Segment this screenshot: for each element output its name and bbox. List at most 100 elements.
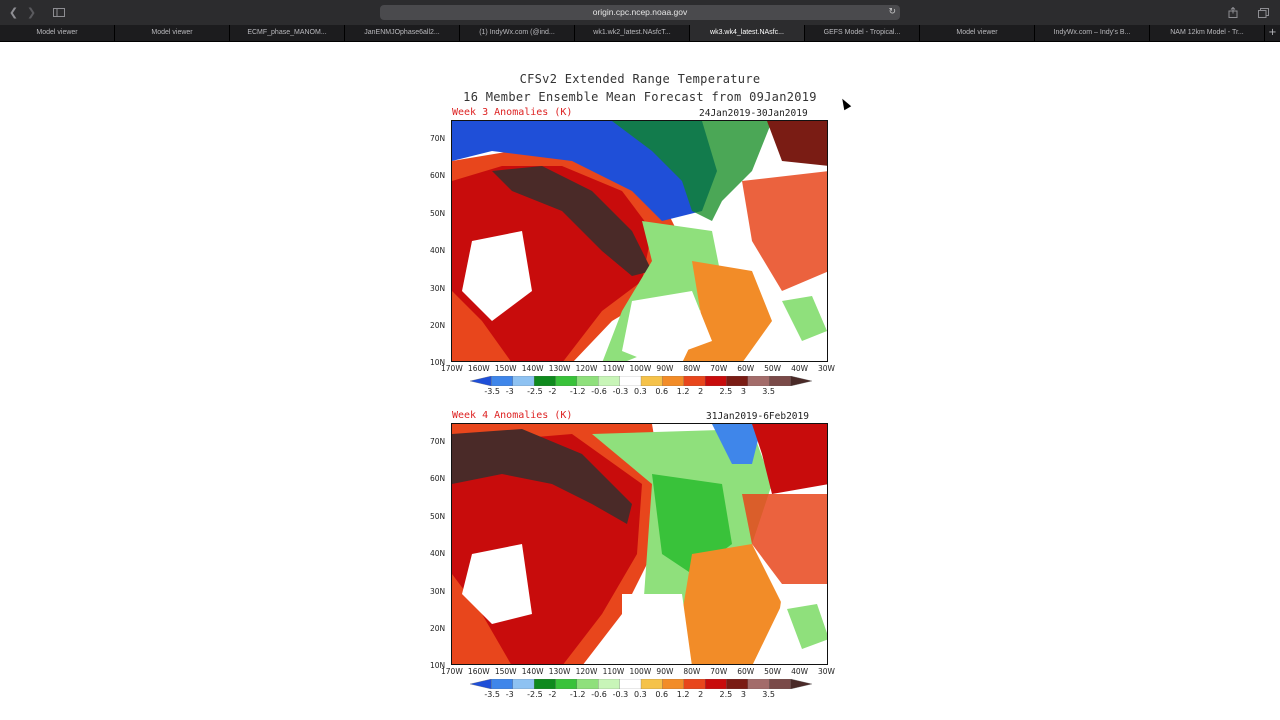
- colorbar-swatch: [533, 376, 557, 386]
- colorbar-swatch: [533, 679, 557, 689]
- colorbar-swatch: [747, 679, 770, 689]
- colorbar-swatch: [491, 679, 514, 689]
- lon-label: 170W: [441, 667, 463, 676]
- lat-label: 10N: [430, 661, 446, 671]
- lon-label: 140W: [521, 667, 544, 676]
- browser-tab[interactable]: IndyWx.com – Indy's B...: [1035, 25, 1150, 41]
- colorbar-label: 3.5: [762, 690, 775, 699]
- lon-label: 60W: [737, 667, 755, 676]
- browser-toolbar: ❮ ❯ origin.cpc.ncep.noaa.gov ↻: [0, 0, 1280, 25]
- lon-label: 80W: [683, 364, 701, 373]
- colorbar-label: -1.2: [569, 690, 586, 699]
- lon-label: 120W: [575, 667, 598, 676]
- share-icon[interactable]: [1226, 5, 1240, 20]
- new-tab-button[interactable]: +: [1268, 27, 1277, 38]
- lat-label: 50N: [430, 511, 446, 521]
- colorbar-label: -2.5: [527, 690, 543, 699]
- browser-tab[interactable]: Model viewer: [115, 25, 230, 41]
- colorbar-label: -0.6: [591, 690, 607, 699]
- lat-label: 10N: [430, 358, 446, 368]
- lon-label: 150W: [494, 364, 517, 373]
- lat-label: 40N: [430, 246, 446, 256]
- lon-label: 100W: [629, 667, 652, 676]
- colorbar-swatch: [555, 679, 578, 689]
- reload-icon[interactable]: ↻: [888, 7, 896, 17]
- lon-label: 140W: [521, 364, 544, 373]
- browser-tab[interactable]: GEFS Model - Tropical...: [805, 25, 920, 41]
- colorbar-label: -0.3: [612, 387, 629, 396]
- browser-tab[interactable]: NAM 12km Model - Tr...: [1150, 25, 1265, 41]
- tab-bar: Model viewer Model viewer ECMF_phase_MANOM…: [0, 25, 1280, 42]
- colorbar-swatch: [769, 679, 792, 689]
- panel-week4-label: Week 4 Anomalies (K): [452, 410, 573, 421]
- lon-label: 70W: [710, 667, 728, 676]
- chevron-right-icon[interactable]: ❯: [26, 6, 37, 19]
- lon-label: 50W: [764, 667, 782, 676]
- colorbar-label: -2: [548, 387, 557, 396]
- browser-tab[interactable]: wk1.wk2_latest.NAsfcT...: [575, 25, 690, 41]
- lat-label: 60N: [430, 171, 446, 181]
- sidebar-icon[interactable]: [50, 5, 68, 20]
- colorbar-swatch: [470, 376, 492, 386]
- colorbar-label: 1.2: [676, 690, 690, 699]
- colorbar-label: -1.2: [569, 387, 586, 396]
- colorbar-swatch: [491, 376, 514, 386]
- colorbar-swatch: [662, 376, 685, 386]
- colorbar-swatch: [640, 376, 664, 386]
- lon-label: 30W: [818, 667, 835, 676]
- colorbar-swatch: [619, 376, 642, 386]
- lat-label: 60N: [430, 474, 446, 484]
- lat-label: 30N: [430, 586, 446, 596]
- colorbar-swatch: [555, 376, 578, 386]
- lon-label: 110W: [602, 364, 625, 373]
- panel-week4-dates: 31Jan2019-6Feb2019: [706, 411, 809, 422]
- browser-tab[interactable]: wk3.wk4_latest.NAsfc...: [690, 25, 805, 41]
- lon-label: 100W: [629, 364, 652, 373]
- lon-label: 160W: [467, 667, 490, 676]
- lon-label: 160W: [467, 364, 490, 373]
- colorbar-swatch: [683, 376, 706, 386]
- browser-tab[interactable]: Model viewer: [0, 25, 115, 41]
- colorbar-label: -3.5: [484, 690, 500, 699]
- mouse-cursor: [838, 96, 852, 111]
- browser-tab[interactable]: JanENMJOphase6all2...: [345, 25, 460, 41]
- browser-tab[interactable]: (1) IndyWx.com (@ind...: [460, 25, 575, 41]
- colorbar-swatch: [512, 679, 535, 689]
- colorbar-label: -2: [548, 690, 557, 699]
- colorbar-label: 3: [740, 387, 746, 396]
- lon-label: 170W: [441, 364, 463, 373]
- panel-week3-label: Week 3 Anomalies (K): [452, 107, 573, 118]
- lat-label: 50N: [430, 208, 446, 218]
- browser-tab[interactable]: ECMF_phase_MANOM...: [230, 25, 345, 41]
- address-url: origin.cpc.ncep.noaa.gov: [592, 7, 688, 17]
- lon-label: 50W: [764, 364, 782, 373]
- lat-label: 70N: [430, 134, 446, 143]
- colorbar-label: 3.5: [762, 387, 775, 396]
- lat-label: 20N: [430, 321, 446, 330]
- colorbar-label: 2.5: [719, 690, 733, 699]
- colorbar-swatch: [790, 376, 812, 386]
- colorbar-label: -0.6: [591, 387, 607, 396]
- figure-title: CFSv2 Extended Range Temperature: [519, 72, 761, 86]
- address-bar[interactable]: origin.cpc.ncep.noaa.gov ↻: [380, 5, 900, 20]
- tabs-overview-icon[interactable]: [1256, 5, 1270, 20]
- lon-label: 130W: [548, 667, 571, 676]
- colorbar-label: -3.5: [484, 387, 500, 396]
- chevron-left-icon[interactable]: ❮: [8, 6, 19, 19]
- lon-label: 60W: [737, 364, 755, 373]
- colorbar-swatch: [704, 679, 728, 689]
- colorbar-swatch: [640, 679, 664, 689]
- colorbar: [470, 376, 812, 386]
- browser-tab[interactable]: Model viewer: [920, 25, 1035, 41]
- colorbar-label: 2.5: [719, 387, 733, 396]
- colorbar-label: 3: [740, 690, 746, 699]
- colorbar-label: 0.6: [655, 387, 669, 396]
- colorbar-label: 2: [698, 387, 704, 396]
- lat-label: 40N: [430, 549, 446, 559]
- colorbar-swatch: [704, 376, 728, 386]
- colorbar-swatch: [576, 679, 599, 689]
- lon-label: 90W: [656, 667, 674, 676]
- colorbar-swatch: [726, 679, 749, 689]
- colorbar-swatch: [790, 679, 812, 689]
- lon-label: 150W: [494, 667, 517, 676]
